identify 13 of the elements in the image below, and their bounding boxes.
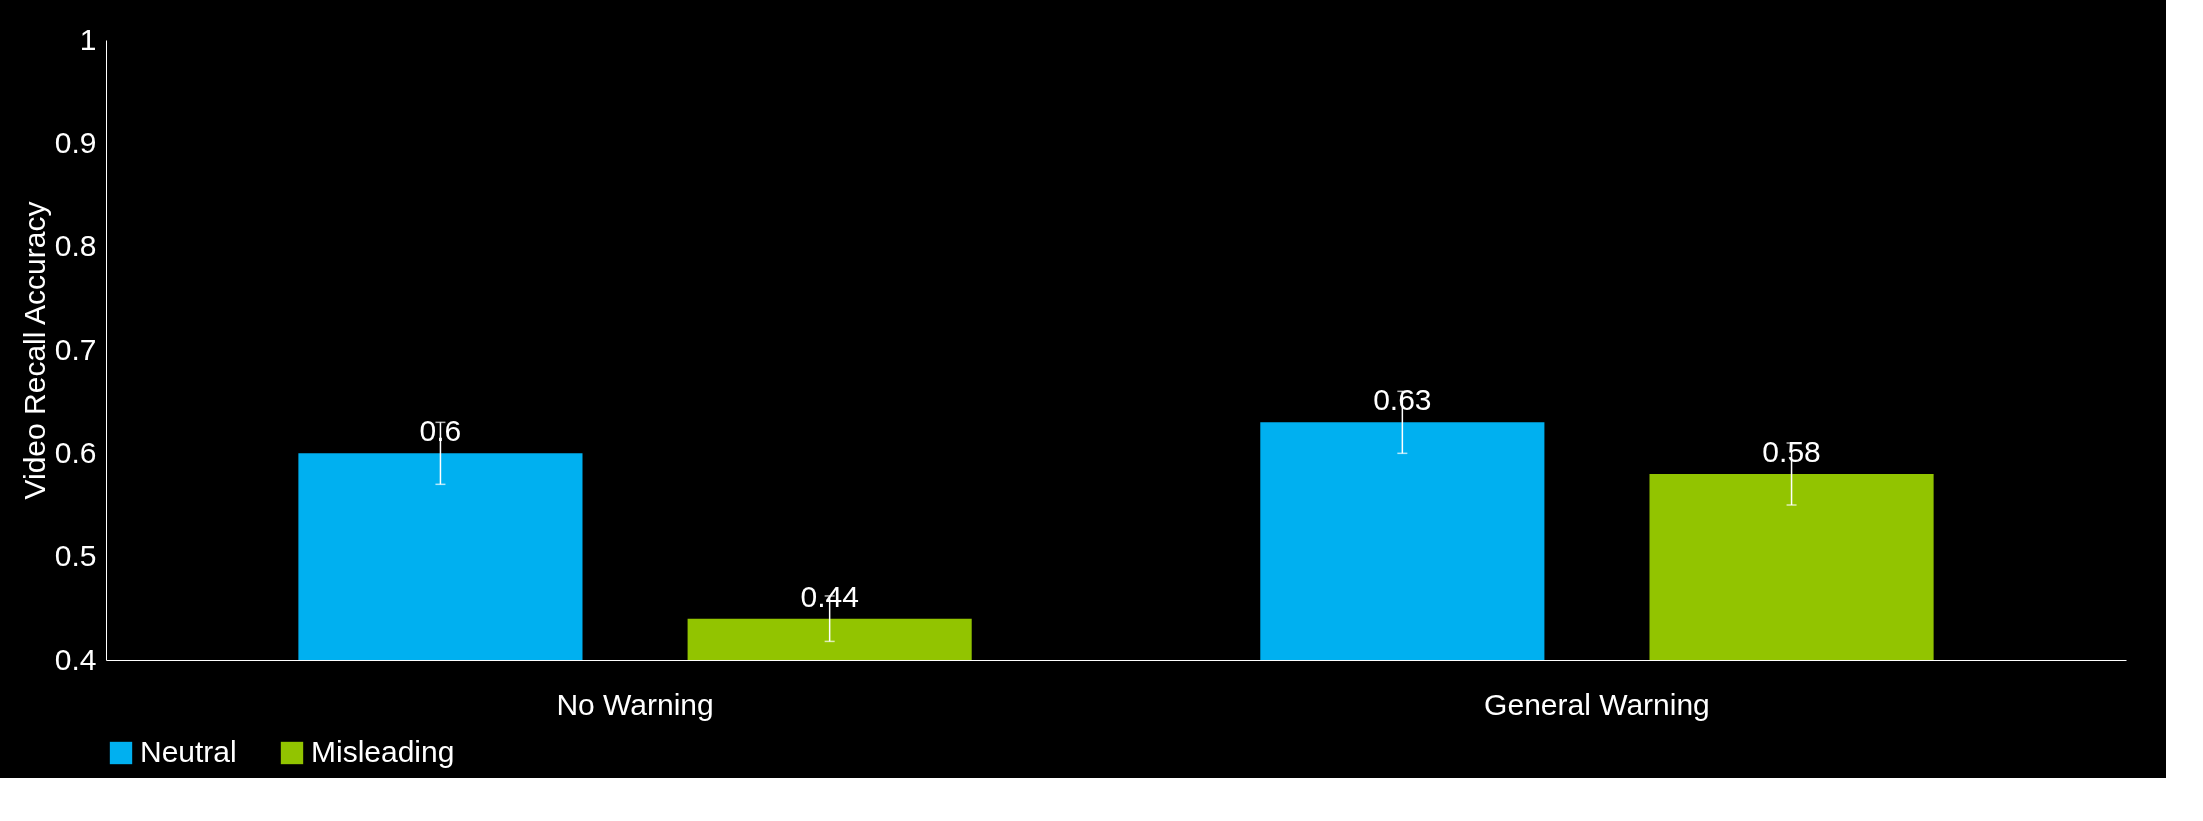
y-axis-title: Video Recall Accuracy: [17, 201, 51, 500]
y-tick-label: 0.4: [54, 642, 97, 676]
legend-label: Neutral: [140, 735, 237, 768]
data-label: 0.44: [800, 579, 859, 613]
y-tick-label: 1: [79, 22, 97, 56]
y-tick-label: 0.6: [54, 435, 97, 469]
x-tick-label: General Warning: [1484, 687, 1710, 721]
y-tick-label: 0.5: [54, 539, 97, 573]
legend-label: Misleading: [311, 735, 455, 768]
y-tick-label: 0.7: [54, 332, 97, 366]
x-tick-label: No Warning: [556, 687, 714, 721]
y-tick-label: 0.9: [54, 125, 97, 159]
y-tick-label: 0.8: [54, 229, 97, 263]
